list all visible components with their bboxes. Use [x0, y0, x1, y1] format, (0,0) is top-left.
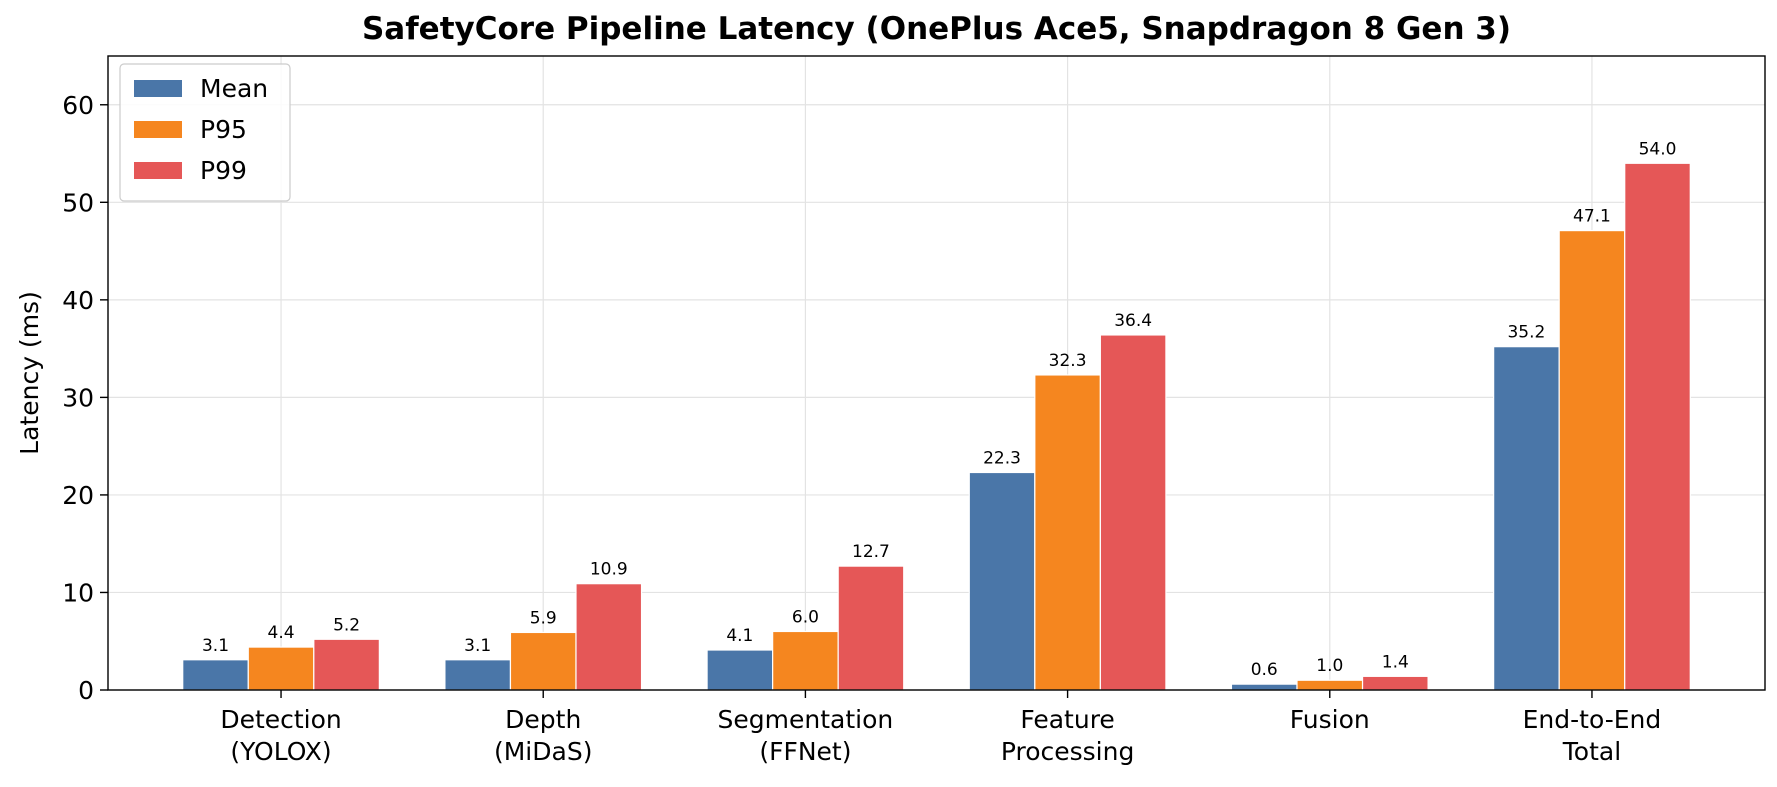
- data-label: 3.1: [464, 636, 491, 656]
- y-tick-label: 10: [62, 578, 94, 607]
- plot-frame: [107, 55, 1766, 691]
- data-label: 1.4: [1382, 652, 1409, 672]
- data-labels: 3.1 3.1 4.1 22.3 0.6 35.2 4.4 5.9 6.0 32.3 1.0 47.1…: [202, 139, 1676, 680]
- bar-mean: [1493, 346, 1560, 691]
- x-tick-label: Detection (YOLOX): [220, 705, 341, 766]
- legend-label-p95: P95: [200, 115, 247, 144]
- bar-p95: [1296, 679, 1364, 691]
- y-axis-ticks: 0 10 20 30 40 50 60: [62, 91, 108, 705]
- y-tick-label: 60: [62, 91, 94, 120]
- bar-p99: [837, 565, 905, 691]
- data-label: 32.3: [1049, 351, 1087, 371]
- bar-mean: [968, 471, 1036, 691]
- legend-label-p99: P99: [200, 156, 247, 185]
- data-label: 47.1: [1573, 207, 1611, 227]
- bar-p99: [575, 583, 643, 691]
- data-label: 4.4: [268, 623, 295, 643]
- bar-p99: [1624, 162, 1691, 691]
- legend-label-mean: Mean: [200, 74, 268, 103]
- bar-p99: [313, 638, 380, 691]
- chart-title: SafetyCore Pipeline Latency (OnePlus Ace…: [362, 11, 1511, 47]
- data-label: 1.0: [1316, 656, 1343, 676]
- data-label: 12.7: [852, 542, 890, 562]
- bars: [182, 162, 1691, 691]
- y-axis-label: Latency (ms): [15, 291, 44, 455]
- bar-p99: [1361, 675, 1429, 691]
- y-tick-label: 20: [62, 481, 94, 510]
- data-label: 54.0: [1639, 139, 1677, 159]
- data-label: 10.9: [590, 560, 628, 580]
- data-label: 5.9: [530, 608, 557, 628]
- bar-p95: [1034, 374, 1101, 691]
- legend-swatch-p95: [134, 121, 182, 138]
- data-label: 36.4: [1114, 311, 1152, 331]
- bar-mean: [706, 649, 774, 691]
- x-tick-label: Segmentation (FFNet): [718, 705, 894, 766]
- legend-swatch-mean: [134, 80, 182, 97]
- data-label: 3.1: [202, 636, 229, 656]
- bar-p95: [509, 631, 577, 691]
- data-label: 35.2: [1507, 323, 1545, 343]
- x-tick-label: End-to-End Total: [1523, 705, 1662, 766]
- bar-p95: [1558, 229, 1626, 691]
- bar-mean: [182, 659, 249, 691]
- y-tick-label: 50: [62, 188, 94, 217]
- y-tick-label: 30: [62, 383, 94, 412]
- x-tick-label: Depth (MiDaS): [494, 705, 592, 766]
- bar-p95: [247, 646, 315, 691]
- bar-p95: [772, 630, 839, 691]
- data-label: 4.1: [726, 626, 753, 646]
- legend: Mean P95 P99: [119, 63, 291, 202]
- bar-mean: [444, 659, 512, 691]
- bar-p99: [1099, 334, 1167, 691]
- y-tick-label: 0: [78, 676, 94, 705]
- data-label: 6.0: [792, 607, 819, 627]
- data-label: 0.6: [1251, 660, 1278, 680]
- y-tick-label: 40: [62, 286, 94, 315]
- x-tick-label: Feature Processing: [1001, 705, 1135, 766]
- bar-mean: [1230, 683, 1298, 691]
- data-label: 5.2: [333, 615, 360, 635]
- data-label: 22.3: [983, 448, 1021, 468]
- x-axis-ticks: Detection (YOLOX) Depth (MiDaS) Segmentation…: [220, 690, 1661, 766]
- x-tick-label: Fusion: [1290, 705, 1370, 734]
- legend-swatch-p99: [134, 162, 182, 179]
